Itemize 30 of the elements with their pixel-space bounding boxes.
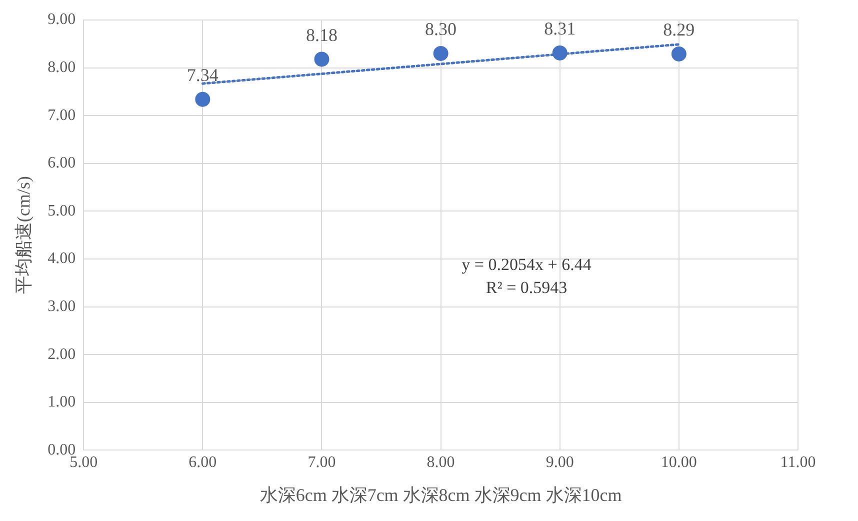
y-tick-label: 3.00 bbox=[48, 298, 76, 316]
y-tick-label: 9.00 bbox=[48, 11, 76, 28]
x-tick-label: 5.00 bbox=[70, 454, 98, 472]
data-label: 8.18 bbox=[306, 24, 338, 45]
x-tick-label: 7.00 bbox=[308, 454, 336, 472]
data-label: 8.29 bbox=[663, 20, 695, 40]
data-label: 8.30 bbox=[425, 19, 457, 40]
y-tick-label: 6.00 bbox=[48, 154, 76, 172]
y-tick-label: 1.00 bbox=[48, 394, 76, 411]
x-axis-title: 水深6cm 水深7cm 水深8cm 水深9cm 水深10cm bbox=[260, 484, 622, 505]
y-tick-label: 8.00 bbox=[48, 59, 76, 76]
y-tick-label: 2.00 bbox=[48, 346, 76, 363]
annotation: R² = 0.5943 bbox=[486, 278, 568, 297]
y-tick-label: 7.00 bbox=[48, 106, 76, 124]
data-label: 8.31 bbox=[544, 18, 576, 39]
x-tick-label: 8.00 bbox=[426, 454, 455, 472]
x-tick-label: 10.00 bbox=[660, 454, 697, 472]
point bbox=[671, 46, 686, 62]
point bbox=[195, 92, 210, 107]
x-tick-label: 6.00 bbox=[188, 454, 217, 472]
data-label: 7.34 bbox=[186, 65, 218, 86]
x-tick-label: 11.00 bbox=[780, 454, 816, 472]
point bbox=[433, 46, 448, 61]
annotation: y = 0.2054x + 6.44 bbox=[462, 254, 592, 274]
y-axis-title: 平均船速(cm/s) bbox=[14, 176, 34, 294]
point bbox=[552, 45, 568, 60]
x-tick-label: 9.00 bbox=[546, 454, 574, 472]
y-tick-label: 4.00 bbox=[48, 250, 76, 268]
point bbox=[314, 52, 330, 67]
y-tick-label: 5.00 bbox=[48, 202, 76, 220]
